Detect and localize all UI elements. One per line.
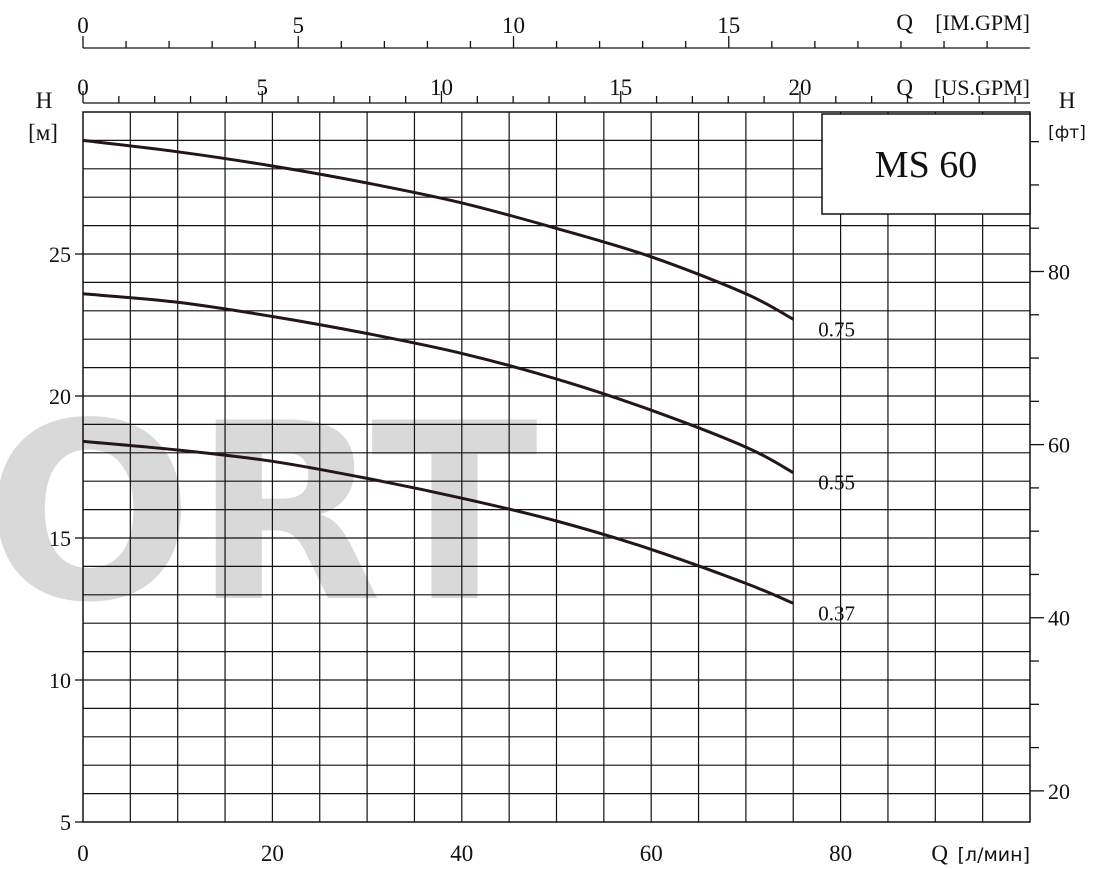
left-axis-label-h: H: [36, 88, 53, 113]
curve-label-0-75: 0.75: [818, 317, 855, 341]
bottom-axis-tick-label: 80: [829, 841, 852, 866]
curves: 0.75 0.55 0.37: [82, 138, 855, 625]
left-axis-tick-label: 5: [60, 810, 71, 835]
us-gpm-axis-label-unit: [US.GPM]: [934, 75, 1030, 100]
im-gpm-axis-tick-label: 5: [293, 13, 305, 38]
right-axis-label-unit: [фт]: [1048, 123, 1086, 143]
curve-0-55: [82, 292, 795, 475]
curve-0-37: [82, 439, 794, 605]
curve-0-75: [82, 138, 795, 321]
im-gpm-axis-label-unit: [IM.GPM]: [935, 10, 1030, 35]
right-axis-tick-label: 20: [1048, 779, 1070, 804]
im-gpm-axis-label-q: Q: [896, 10, 913, 35]
us-gpm-axis-label-q: Q: [896, 75, 913, 100]
left-axis-label-unit: [м]: [28, 120, 58, 145]
model-label: MS 60: [875, 144, 977, 186]
us-gpm-axis-tick-label: 20: [788, 75, 811, 100]
axes: 5 10 15 20 25 H [м] 20 40 60 80 H [фт] 0 20 40 60 80 Q [л/м…: [28, 10, 1086, 866]
right-axis-tick-label: 80: [1048, 259, 1070, 284]
im-gpm-axis-tick-label: 10: [502, 13, 525, 38]
left-axis-tick-label: 25: [49, 242, 71, 267]
bottom-axis-tick-label: 20: [261, 841, 284, 866]
left-axis-tick-label: 15: [49, 526, 71, 551]
right-axis-tick-label: 40: [1048, 606, 1070, 631]
right-axis-tick-label: 60: [1048, 433, 1070, 458]
us-gpm-axis-tick-label: 10: [430, 75, 453, 100]
bottom-axis-tick-label: 60: [640, 841, 663, 866]
right-axis-label-h: H: [1059, 88, 1076, 113]
im-gpm-axis-tick-label: 0: [77, 13, 89, 38]
us-gpm-axis-tick-label: 15: [609, 75, 632, 100]
grid: [82, 111, 1031, 823]
bottom-axis-tick-label: 40: [450, 841, 473, 866]
left-axis-tick-label: 20: [49, 384, 71, 409]
us-gpm-axis-tick-label: 0: [77, 75, 89, 100]
curve-label-0-37: 0.37: [818, 601, 855, 625]
watermark-text: ORT: [0, 371, 538, 656]
im-gpm-axis-tick-label: 15: [717, 13, 740, 38]
us-gpm-axis-tick-label: 5: [256, 75, 268, 100]
left-axis-tick-label: 10: [49, 668, 71, 693]
model-label-box: MS 60: [821, 113, 1031, 215]
curve-label-0-55: 0.55: [818, 471, 855, 495]
bottom-axis-label-unit: [л/мин]: [958, 844, 1030, 866]
bottom-axis-tick-label: 0: [77, 841, 89, 866]
bottom-axis-label-q: Q: [931, 841, 948, 866]
plot-frame: [82, 111, 1031, 823]
